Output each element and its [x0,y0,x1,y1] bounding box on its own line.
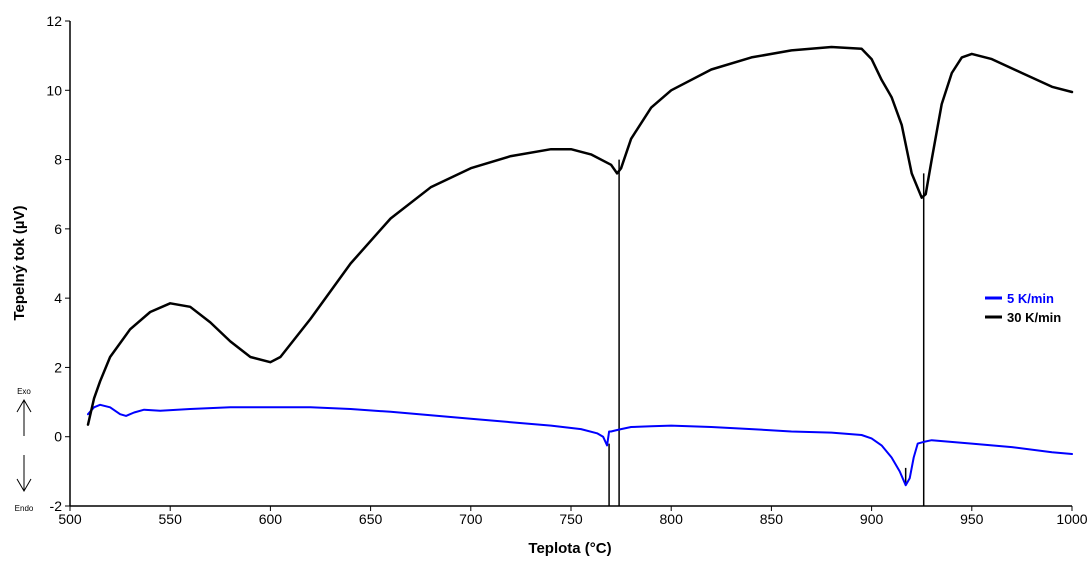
marker-lines [608,159,925,506]
legend-label: 5 K/min [1007,291,1054,306]
arrow-down-icon [16,455,32,492]
series-lines [86,45,1074,487]
endo-label: Endo [15,504,34,513]
y-tick-label: 2 [54,359,62,375]
x-tick-label: 1000 [1056,511,1087,527]
x-ticks: 500 550 600 650 700 750 800 850 900 950 1000 [58,506,1088,527]
x-tick-label: 550 [159,511,183,527]
legend: 5 K/min 30 K/min [985,291,1061,325]
x-tick-label: 850 [760,511,784,527]
y-tick-label: 8 [54,152,62,168]
axes [69,21,1072,507]
x-tick-label: 700 [459,511,483,527]
x-tick-label: 750 [559,511,583,527]
y-tick-label: -2 [50,498,63,514]
legend-label: 30 K/min [1007,310,1061,325]
x-axis-title: Teplota (°C) [528,540,611,557]
y-tick-label: 6 [54,221,62,237]
exo-endo-indicator: Exo Endo [15,387,34,513]
x-tick-label: 950 [960,511,984,527]
x-tick-label: 650 [359,511,383,527]
y-tick-label: 4 [54,290,62,306]
x-tick-label: 500 [58,511,82,527]
y-tick-label: 12 [46,13,62,29]
y-ticks: -2 0 2 4 6 8 10 12 [46,13,70,514]
exo-label: Exo [17,387,31,396]
series-line-30-k-min [86,45,1074,426]
y-tick-label: 10 [46,82,62,98]
y-axis-title: Tepelný tok (µV) [11,205,28,320]
x-tick-label: 600 [259,511,283,527]
y-tick-label: 0 [54,429,62,445]
series-line-5-k-min [87,403,1073,487]
x-tick-label: 800 [660,511,684,527]
x-tick-label: 900 [860,511,884,527]
arrow-up-icon [16,399,32,436]
